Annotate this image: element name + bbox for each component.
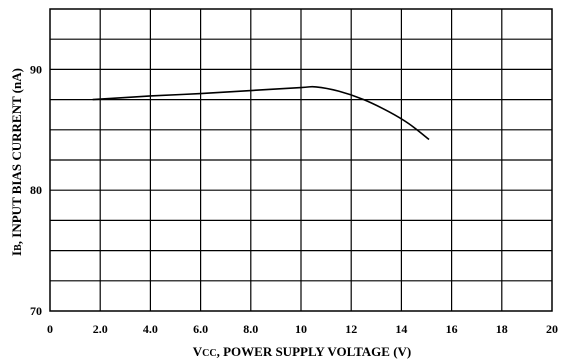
y-axis-label-subscript: B xyxy=(13,244,24,251)
y-tick-labels: 70 80 90 xyxy=(30,62,42,318)
x-tick-label: 20 xyxy=(546,322,558,336)
x-tick-label: 18 xyxy=(496,322,508,336)
y-tick-label: 70 xyxy=(30,304,42,318)
x-axis-label: VCC, POWER SUPPLY VOLTAGE (V) xyxy=(193,344,412,359)
x-tick-label: 10 xyxy=(295,322,307,336)
x-tick-labels: 0 2.0 4.0 6.0 8.0 10 12 14 16 18 20 xyxy=(47,322,558,336)
x-tick-label: 4.0 xyxy=(143,322,158,336)
x-axis-label-rest: , POWER SUPPLY VOLTAGE (V) xyxy=(217,344,412,359)
x-tick-label: 12 xyxy=(345,322,357,336)
x-axis-label-subscript: CC xyxy=(202,348,216,359)
y-axis-label: IB, INPUT BIAS CURRENT (nA) xyxy=(9,68,24,256)
x-axis-label-prefix: V xyxy=(193,344,203,359)
x-tick-label: 2.0 xyxy=(93,322,108,336)
grid-lines xyxy=(50,9,552,311)
series-layer xyxy=(92,85,430,141)
plot-frame xyxy=(49,8,553,312)
series-line xyxy=(92,85,430,141)
y-tick-label: 80 xyxy=(30,183,42,197)
y-axis-label-prefix: I xyxy=(9,251,24,256)
y-tick-label: 90 xyxy=(30,62,42,76)
x-tick-label: 6.0 xyxy=(193,322,208,336)
x-tick-label: 14 xyxy=(395,322,407,336)
y-axis-label-rest: , INPUT BIAS CURRENT (nA) xyxy=(9,68,24,244)
x-tick-label: 0 xyxy=(47,322,53,336)
x-tick-label: 16 xyxy=(446,322,458,336)
x-tick-label: 8.0 xyxy=(243,322,258,336)
